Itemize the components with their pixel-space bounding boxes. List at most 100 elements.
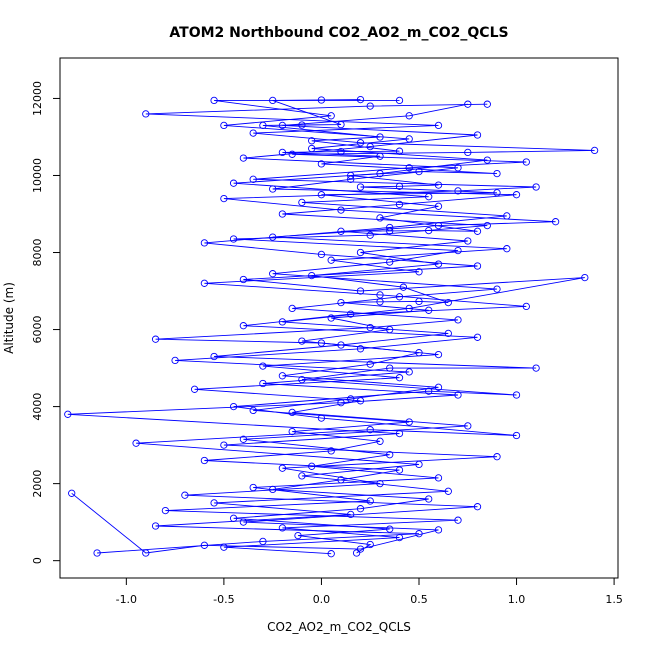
data-point bbox=[512, 431, 521, 440]
data-point bbox=[93, 549, 101, 557]
data-point bbox=[200, 239, 209, 247]
plot-frame bbox=[59, 57, 619, 579]
data-point bbox=[229, 235, 238, 243]
data-point bbox=[522, 158, 530, 166]
data-point bbox=[415, 530, 423, 538]
data-point bbox=[151, 335, 160, 343]
data-point bbox=[454, 316, 462, 324]
data-point bbox=[171, 356, 179, 365]
data-point bbox=[376, 291, 384, 299]
data-point bbox=[386, 525, 394, 533]
data-point bbox=[220, 441, 228, 449]
data-point bbox=[366, 426, 374, 434]
data-point bbox=[512, 191, 521, 199]
data-point bbox=[386, 223, 394, 232]
data-point bbox=[395, 466, 404, 474]
data-point bbox=[239, 322, 248, 330]
data-point bbox=[68, 489, 76, 497]
data-point bbox=[434, 526, 443, 534]
data-point bbox=[415, 268, 423, 276]
data-point bbox=[278, 372, 287, 380]
data-point bbox=[590, 146, 599, 155]
data-point bbox=[239, 518, 248, 526]
data-point bbox=[259, 537, 267, 546]
data-point bbox=[473, 262, 482, 270]
data-point bbox=[464, 100, 472, 108]
chart-title: ATOM2 Northbound CO2_AO2_m_CO2_QCLS bbox=[169, 25, 508, 41]
data-point bbox=[142, 110, 150, 118]
data-point bbox=[366, 231, 374, 239]
data-point bbox=[298, 198, 306, 207]
data-point bbox=[434, 181, 443, 189]
data-point bbox=[444, 487, 452, 495]
data-point bbox=[352, 549, 361, 557]
data-point bbox=[405, 368, 413, 376]
data-point bbox=[434, 260, 443, 268]
data-point bbox=[366, 142, 374, 151]
y-tick-label: 0 bbox=[31, 557, 44, 564]
series-line bbox=[97, 99, 585, 554]
data-point bbox=[483, 100, 491, 108]
data-point bbox=[366, 360, 374, 368]
x-tick-label: 0.0 bbox=[313, 593, 331, 606]
x-axis-label: CO2_AO2_m_CO2_QCLS bbox=[267, 620, 411, 634]
data-point bbox=[356, 545, 365, 553]
data-point bbox=[366, 497, 374, 505]
data-point bbox=[376, 214, 384, 222]
data-layer bbox=[64, 95, 599, 558]
data-point bbox=[464, 237, 472, 245]
data-point bbox=[434, 350, 443, 359]
data-point bbox=[356, 505, 365, 513]
y-tick-label: 2000 bbox=[31, 470, 44, 498]
y-tick-label: 6000 bbox=[31, 316, 44, 344]
data-point bbox=[386, 451, 394, 459]
data-point bbox=[347, 510, 355, 519]
data-point bbox=[210, 352, 218, 361]
data-point bbox=[356, 95, 365, 104]
data-point bbox=[399, 283, 408, 291]
data-point bbox=[395, 96, 404, 105]
series-3 bbox=[93, 96, 589, 557]
data-point bbox=[317, 339, 326, 347]
data-point bbox=[229, 179, 238, 187]
y-axis: 0 2000 4000 6000 8000 10000 12000 bbox=[31, 81, 60, 564]
data-point bbox=[356, 183, 365, 191]
data-point bbox=[278, 524, 287, 532]
series-2 bbox=[64, 100, 599, 557]
y-axis-label: Altitude (m) bbox=[2, 282, 16, 354]
data-point bbox=[151, 522, 160, 530]
data-point bbox=[347, 175, 355, 183]
data-point bbox=[503, 212, 511, 220]
data-point bbox=[356, 248, 365, 257]
data-point bbox=[278, 318, 287, 326]
data-point bbox=[532, 183, 540, 191]
data-point bbox=[161, 506, 170, 515]
data-point bbox=[288, 304, 296, 313]
data-point bbox=[356, 139, 365, 147]
data-point bbox=[434, 383, 443, 391]
x-axis: -1.0 -0.5 0.0 0.5 1.0 1.5 bbox=[116, 578, 623, 606]
data-point bbox=[327, 447, 335, 455]
data-point bbox=[327, 550, 335, 558]
data-point bbox=[317, 160, 326, 168]
data-point bbox=[434, 121, 443, 130]
data-point bbox=[405, 164, 413, 172]
data-point bbox=[298, 337, 306, 345]
y-tick-label: 4000 bbox=[31, 393, 44, 421]
data-point bbox=[220, 543, 228, 551]
data-point bbox=[405, 304, 413, 313]
data-point bbox=[386, 258, 394, 266]
data-point bbox=[376, 169, 384, 178]
data-point bbox=[454, 164, 462, 172]
data-point bbox=[522, 302, 530, 311]
data-point bbox=[278, 148, 287, 157]
data-point bbox=[327, 112, 335, 120]
data-point bbox=[64, 410, 72, 418]
y-tick-label: 12000 bbox=[31, 81, 44, 116]
data-point bbox=[220, 194, 228, 203]
data-point bbox=[512, 391, 521, 399]
data-point bbox=[239, 435, 248, 443]
series-line bbox=[155, 103, 517, 555]
data-point bbox=[454, 516, 462, 524]
